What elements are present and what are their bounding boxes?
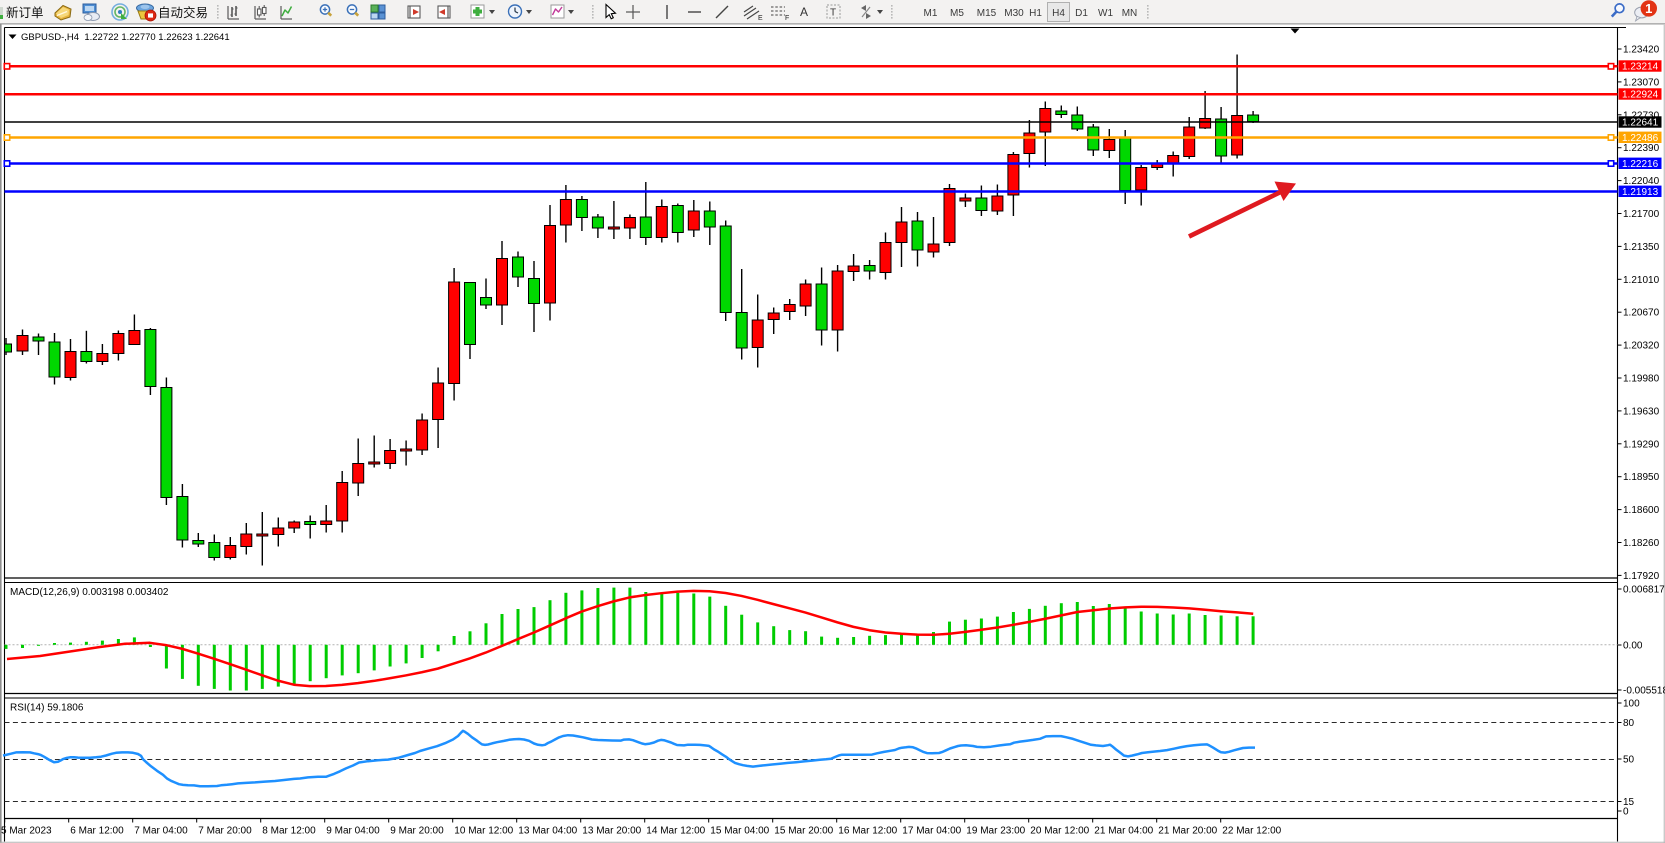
svg-text:50: 50 bbox=[1623, 755, 1635, 766]
svg-text:1.21350: 1.21350 bbox=[1623, 242, 1660, 253]
svg-text:8 Mar 12:00: 8 Mar 12:00 bbox=[262, 826, 316, 837]
svg-text:1.18950: 1.18950 bbox=[1623, 472, 1660, 483]
svg-text:1: 1 bbox=[1645, 1, 1652, 16]
svg-text:7 Mar 04:00: 7 Mar 04:00 bbox=[134, 826, 188, 837]
svg-text:1.18600: 1.18600 bbox=[1623, 505, 1660, 516]
svg-text:1.17920: 1.17920 bbox=[1623, 571, 1660, 582]
svg-text:T: T bbox=[830, 8, 836, 19]
svg-text:1.20670: 1.20670 bbox=[1623, 308, 1660, 319]
svg-text:15 Mar 20:00: 15 Mar 20:00 bbox=[774, 826, 833, 837]
svg-text:21 Mar 20:00: 21 Mar 20:00 bbox=[1158, 826, 1217, 837]
svg-text:0: 0 bbox=[1623, 807, 1629, 818]
svg-text:M5: M5 bbox=[950, 8, 964, 19]
svg-text:1.21913: 1.21913 bbox=[1622, 187, 1659, 198]
svg-text:5 Mar 2023: 5 Mar 2023 bbox=[1, 826, 52, 837]
svg-text:0.006817: 0.006817 bbox=[1623, 585, 1665, 596]
svg-text:7 Mar 20:00: 7 Mar 20:00 bbox=[198, 826, 252, 837]
svg-text:1.22730: 1.22730 bbox=[1623, 110, 1660, 121]
svg-text:1.23070: 1.23070 bbox=[1623, 77, 1660, 88]
svg-text:F: F bbox=[785, 15, 789, 22]
svg-text:1.22390: 1.22390 bbox=[1623, 143, 1660, 154]
svg-text:M15: M15 bbox=[977, 8, 997, 19]
svg-text:W1: W1 bbox=[1098, 8, 1113, 19]
svg-text:9 Mar 20:00: 9 Mar 20:00 bbox=[390, 826, 444, 837]
svg-text:A: A bbox=[800, 5, 808, 19]
svg-text:13 Mar 20:00: 13 Mar 20:00 bbox=[582, 826, 641, 837]
svg-text:1.21010: 1.21010 bbox=[1623, 275, 1660, 286]
svg-text:6 Mar 12:00: 6 Mar 12:00 bbox=[70, 826, 124, 837]
svg-text:13 Mar 04:00: 13 Mar 04:00 bbox=[518, 826, 577, 837]
svg-text:新订单: 新订单 bbox=[6, 5, 44, 20]
svg-text:自动交易: 自动交易 bbox=[158, 5, 208, 20]
svg-text:M30: M30 bbox=[1004, 8, 1024, 19]
svg-text:RSI(14) 59.1806: RSI(14) 59.1806 bbox=[10, 703, 84, 714]
svg-text:1.19630: 1.19630 bbox=[1623, 406, 1660, 417]
svg-text:H4: H4 bbox=[1052, 8, 1065, 19]
svg-text:15: 15 bbox=[1623, 797, 1635, 808]
svg-text:1.19980: 1.19980 bbox=[1623, 374, 1660, 385]
svg-text:1.22216: 1.22216 bbox=[1622, 159, 1659, 170]
svg-text:M1: M1 bbox=[924, 8, 938, 19]
svg-text:16 Mar 12:00: 16 Mar 12:00 bbox=[838, 826, 897, 837]
svg-text:D1: D1 bbox=[1075, 8, 1088, 19]
svg-text:9 Mar 04:00: 9 Mar 04:00 bbox=[326, 826, 380, 837]
svg-text:GBPUSD-,H4 1.22722 1.22770 1.: GBPUSD-,H4 1.22722 1.22770 1.22623 1.226… bbox=[21, 32, 230, 43]
svg-text:1.22641: 1.22641 bbox=[1622, 118, 1659, 129]
svg-text:H1: H1 bbox=[1029, 8, 1042, 19]
svg-text:-0.005518: -0.005518 bbox=[1623, 686, 1665, 697]
svg-text:15 Mar 04:00: 15 Mar 04:00 bbox=[710, 826, 769, 837]
svg-text:1.19290: 1.19290 bbox=[1623, 439, 1660, 450]
svg-text:E: E bbox=[758, 15, 763, 22]
svg-text:100: 100 bbox=[1623, 699, 1640, 710]
svg-text:17 Mar 04:00: 17 Mar 04:00 bbox=[902, 826, 961, 837]
svg-text:MN: MN bbox=[1122, 8, 1138, 19]
svg-text:1.20320: 1.20320 bbox=[1623, 341, 1660, 352]
svg-text:0.00: 0.00 bbox=[1623, 641, 1643, 652]
svg-text:20 Mar 12:00: 20 Mar 12:00 bbox=[1030, 826, 1089, 837]
svg-text:1.18260: 1.18260 bbox=[1623, 538, 1660, 549]
svg-text:1.21700: 1.21700 bbox=[1623, 209, 1660, 220]
svg-text:MACD(12,26,9) 0.003198 0.00340: MACD(12,26,9) 0.003198 0.003402 bbox=[10, 587, 169, 598]
svg-text:1.23420: 1.23420 bbox=[1623, 45, 1660, 56]
svg-text:10 Mar 12:00: 10 Mar 12:00 bbox=[454, 826, 513, 837]
svg-text:1.23214: 1.23214 bbox=[1622, 62, 1659, 73]
svg-text:1.22924: 1.22924 bbox=[1622, 90, 1659, 101]
svg-text:21 Mar 04:00: 21 Mar 04:00 bbox=[1094, 826, 1153, 837]
svg-text:14 Mar 12:00: 14 Mar 12:00 bbox=[646, 826, 705, 837]
svg-text:80: 80 bbox=[1623, 718, 1635, 729]
svg-text:19 Mar 23:00: 19 Mar 23:00 bbox=[966, 826, 1025, 837]
svg-text:1.22040: 1.22040 bbox=[1623, 176, 1660, 187]
svg-text:22 Mar 12:00: 22 Mar 12:00 bbox=[1222, 826, 1281, 837]
svg-text:1.22486: 1.22486 bbox=[1622, 133, 1659, 144]
